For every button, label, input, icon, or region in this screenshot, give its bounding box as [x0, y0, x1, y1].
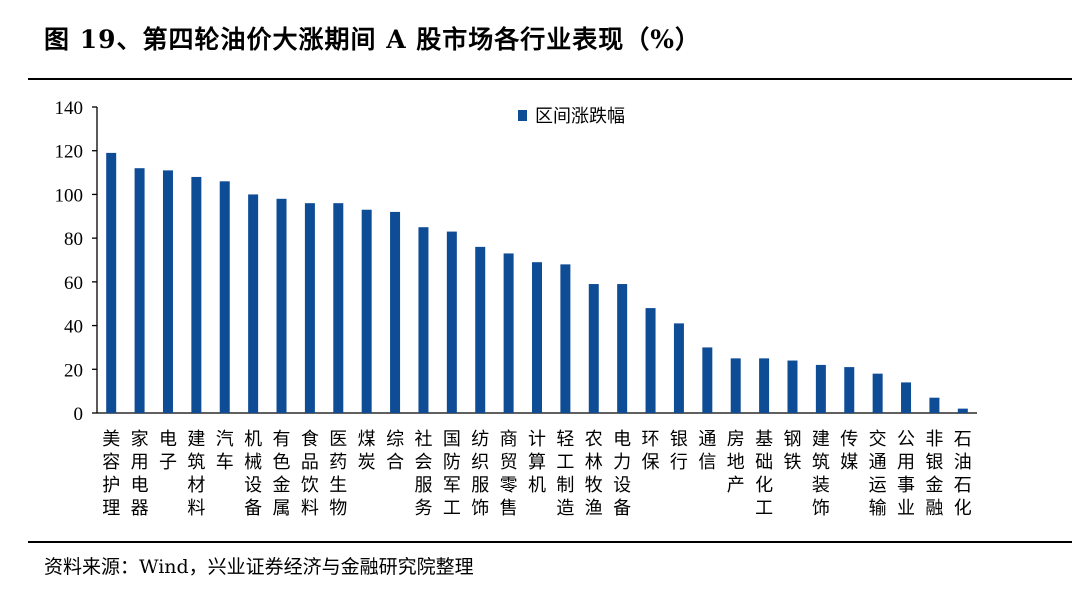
category-label: 纺织服饰: [471, 429, 489, 519]
y-tick-label: 80: [64, 229, 83, 250]
bar: [901, 382, 912, 413]
category-label: 美容护理: [102, 429, 120, 519]
bar: [446, 231, 457, 413]
legend: 区间涨跌幅: [518, 106, 625, 127]
category-label: 公用事业: [897, 429, 915, 519]
bar: [730, 358, 741, 413]
category-label: 交通运输: [869, 429, 887, 519]
category-label: 医药生物: [329, 429, 347, 519]
category-label: 银行: [670, 429, 688, 473]
category-label: 基础化工: [755, 429, 773, 519]
bar: [503, 253, 514, 413]
category-label: 石油石化: [954, 429, 972, 519]
bar: [844, 367, 855, 413]
category-label: 机械设备: [244, 429, 262, 519]
bar: [475, 246, 486, 413]
bar: [106, 152, 117, 413]
bar: [645, 308, 656, 413]
bar: [532, 262, 542, 413]
bar: [929, 397, 940, 413]
category-label: 食品饮料: [301, 429, 319, 519]
category-label: 电子: [159, 429, 177, 473]
category-label: 综合: [386, 429, 404, 473]
bar: [560, 264, 571, 413]
category-label: 轻工制造: [556, 429, 574, 519]
bar: [957, 408, 968, 413]
category-label: 有色金属: [273, 429, 291, 519]
category-label: 钢铁: [783, 429, 801, 473]
bar: [673, 323, 684, 413]
y-tick-label: 20: [64, 360, 83, 381]
y-tick-label: 120: [55, 142, 84, 163]
category-label: 汽车: [216, 429, 234, 473]
bar: [787, 360, 798, 413]
y-tick-label: 100: [55, 185, 84, 206]
category-label: 建筑装饰: [812, 429, 830, 519]
category-label: 传媒: [840, 429, 858, 473]
bar: [276, 198, 287, 413]
category-label: 环保: [642, 429, 660, 473]
category-label: 计算机: [528, 429, 546, 496]
bar: [390, 211, 401, 413]
bar: [617, 284, 628, 413]
bar: [702, 347, 713, 413]
bar: [588, 284, 599, 413]
bars: [106, 152, 968, 413]
y-tick-label: 140: [55, 98, 84, 119]
bar: [418, 227, 429, 413]
x-axis-labels: 美容护理家用电器电子建筑材料汽车机械设备有色金属食品饮料医药生物煤炭综合社会服务…: [102, 429, 972, 519]
bar: [759, 358, 770, 413]
legend-label: 区间涨跌幅: [535, 106, 625, 127]
bar: [191, 176, 202, 413]
bar: [361, 209, 372, 413]
category-label: 电力设备: [613, 429, 631, 519]
category-label: 家用电器: [131, 429, 149, 519]
category-label: 农林牧渔: [585, 429, 603, 519]
y-tick-label: 0: [74, 404, 84, 425]
legend-swatch: [518, 110, 527, 121]
category-label: 房地产: [727, 429, 745, 496]
bar: [162, 170, 173, 413]
bar: [333, 203, 344, 413]
category-label: 社会服务: [414, 429, 432, 519]
bar: [219, 181, 230, 413]
bar: [248, 194, 259, 413]
category-label: 煤炭: [358, 429, 376, 473]
bar: [872, 373, 883, 413]
y-tick-label: 40: [64, 317, 83, 338]
category-label: 非银金融: [925, 429, 943, 519]
source-note: 资料来源：Wind，兴业证券经济与金融研究院整理: [44, 556, 474, 578]
category-label: 国防军工: [443, 429, 461, 519]
y-tick-label: 60: [64, 273, 83, 294]
category-label: 建筑材料: [187, 429, 205, 519]
top-rule: [28, 78, 1072, 80]
category-label: 通信: [698, 429, 716, 473]
chart-title: 图 19、第四轮油价大涨期间 A 股市场各行业表现（%）: [44, 25, 702, 54]
bar: [304, 203, 315, 413]
bottom-rule: [28, 541, 1072, 543]
bar: [815, 364, 826, 413]
category-label: 商贸零售: [500, 429, 518, 519]
bar: [134, 168, 145, 413]
